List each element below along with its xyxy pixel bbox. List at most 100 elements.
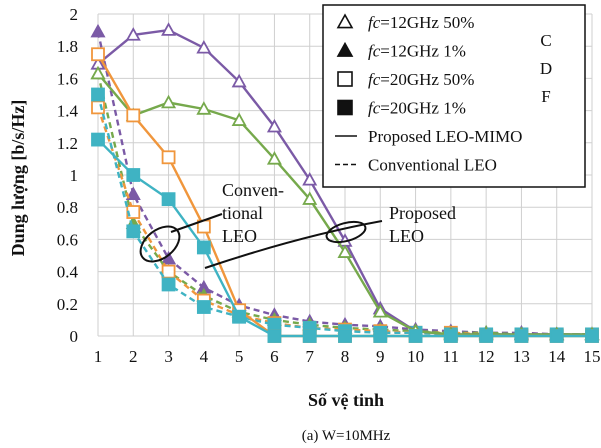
annotations: Conven-tional LEO Proposed LEO [139,180,456,269]
y-tick-label: 1.2 [57,134,78,153]
data-point [514,329,529,343]
data-point [266,118,282,133]
y-tick-label: 0.2 [57,295,78,314]
legend-marker [337,99,353,116]
data-point [126,224,141,239]
data-point [91,47,105,62]
x-tick-label: 3 [164,347,173,366]
data-point [338,329,352,343]
x-tick-label: 5 [235,347,244,366]
data-point [408,329,423,343]
data-point [90,65,106,80]
legend-label: fc=20GHz 50% [368,70,474,89]
legend-overlay-letter: C [540,31,551,50]
legend: fc=12GHz 50% fc=12GHz 1% fc=20GHz 50% fc=20… [322,4,586,188]
legend-item: Proposed LEO-MIMO [335,127,522,146]
data-point [161,150,176,165]
x-tick-label: 6 [270,347,279,366]
conventional-label: LEO [222,226,257,246]
conventional-label: tional [222,203,263,223]
legend-label: Proposed LEO-MIMO [368,127,522,146]
y-tick-label: 1 [70,166,79,185]
data-point [91,87,105,102]
legend-overlay-letter: D [540,59,552,78]
x-tick-label: 4 [200,347,209,366]
legend-overlay-patch [508,22,568,122]
y-axis-label: Dung lượng [b/s/Hz] [8,100,28,257]
y-tick-label: 0.6 [57,230,78,249]
series [91,132,599,343]
data-point [126,168,141,182]
x-tick-label: 15 [584,347,601,366]
legend-label: fc=12GHz 1% [368,42,466,61]
proposed-label: Proposed [389,203,456,223]
data-point [161,192,176,207]
legend-label: Conventional LEO [368,156,497,175]
data-point [266,151,282,165]
data-point [196,300,211,314]
data-point [125,27,141,41]
data-point [267,329,282,343]
data-point [231,112,247,126]
conventional-label: Conven- [222,180,284,200]
data-point [91,132,105,147]
data-point [232,309,247,324]
conventional-leader [170,213,223,233]
legend-item: fc=20GHz 50% [337,70,474,89]
series [90,65,600,341]
data-point [196,39,212,54]
data-point [443,329,458,343]
legend-item: fc=12GHz 50% [336,13,474,32]
x-tick-label: 9 [376,347,385,366]
data-point [337,244,353,258]
legend-item: fc=12GHz 1% [336,41,466,61]
y-tick-label: 2 [70,5,79,24]
legend-marker [336,13,354,29]
x-tick-label: 12 [478,347,495,366]
x-tick-label: 2 [129,347,138,366]
data-point [373,329,388,343]
data-point [302,329,317,343]
series-group [90,22,600,343]
data-point [161,94,177,109]
data-point [549,329,564,343]
data-point [267,317,282,332]
data-point [196,101,212,115]
y-tick-label: 1.6 [57,69,78,88]
proposed-ellipse [325,220,367,244]
legend-label: fc=12GHz 50% [368,13,474,32]
y-tick-label: 0.8 [57,198,78,217]
x-tick-label: 11 [443,347,459,366]
data-point [161,277,176,292]
x-tick-label: 8 [341,347,350,366]
data-point [161,264,176,279]
y-tick-label: 1.4 [57,102,79,121]
data-point [585,329,599,343]
data-point [126,108,141,123]
legend-item: fc=20GHz 1% [337,99,466,118]
legend-marker [336,41,354,57]
x-axis-label: Số vệ tinh [308,390,384,410]
x-tick-label: 10 [407,347,424,366]
legend-label: fc=20GHz 1% [368,99,466,118]
x-tick-label: 14 [548,347,566,366]
figure-caption: (a) W=10MHz [302,428,391,444]
proposed-leader [204,220,383,269]
legend-item: Conventional LEO [335,156,497,175]
data-point [161,22,177,36]
legend-marker [337,71,353,87]
data-point [372,303,388,318]
y-tick-label: 0.4 [57,263,79,282]
data-point [125,186,141,201]
y-tick-label: 1.8 [57,37,78,56]
data-point [302,171,318,186]
y-tick-label: 0 [70,327,79,346]
data-point [231,73,247,88]
data-point [196,240,211,255]
legend-overlay-letter: F [541,87,550,106]
data-point [479,329,494,343]
x-tick-label: 13 [513,347,530,366]
data-point [302,191,318,205]
x-tick-label: 7 [305,347,314,366]
